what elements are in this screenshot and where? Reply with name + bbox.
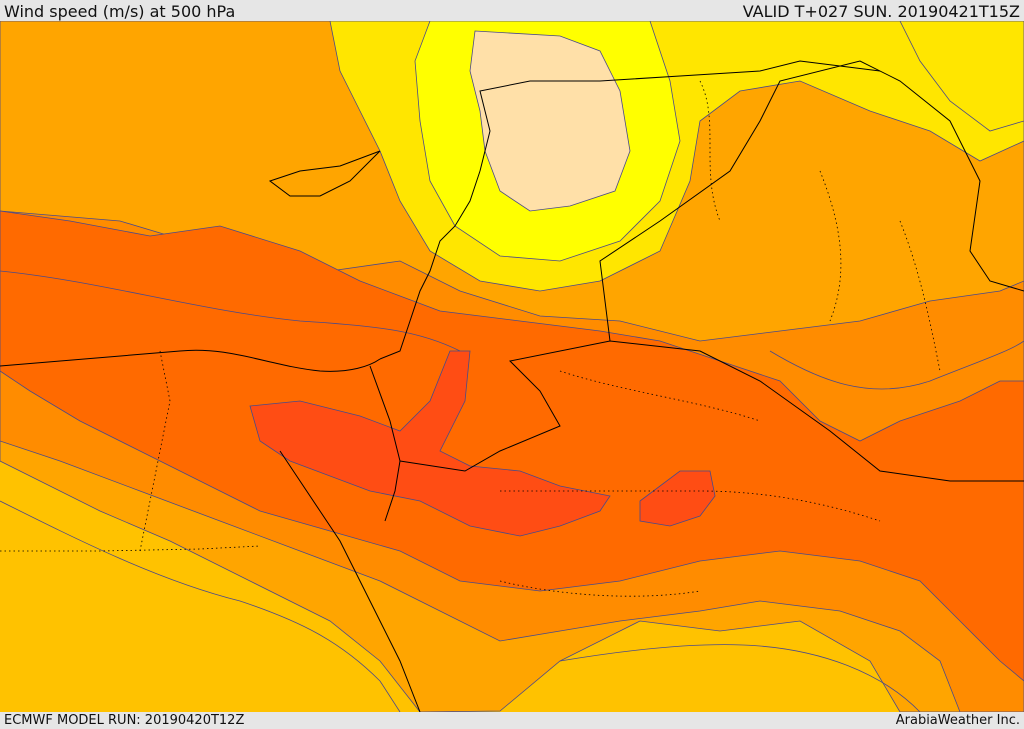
band-red-orange [249,350,611,537]
credit-label: ArabiaWeather Inc. [895,713,1020,728]
valid-time: VALID T+027 SUN. 20190421T15Z [742,2,1020,21]
map-footer: ECMWF MODEL RUN: 20190420T12Z ArabiaWeat… [0,712,1024,729]
contour-lines [0,270,1024,712]
band-lightest [469,30,631,212]
band-red-orange-east [639,470,716,527]
weather-map [0,21,1024,712]
band-lemon-east [899,21,1024,132]
internal-borders [0,80,941,597]
wind-speed-map [0,21,1024,712]
map-title: Wind speed (m/s) at 500 hPa [4,2,236,21]
map-header: Wind speed (m/s) at 500 hPa VALID T+027 … [0,0,1024,21]
model-run-label: ECMWF MODEL RUN: 20190420T12Z [4,713,245,728]
borders [0,60,1024,712]
